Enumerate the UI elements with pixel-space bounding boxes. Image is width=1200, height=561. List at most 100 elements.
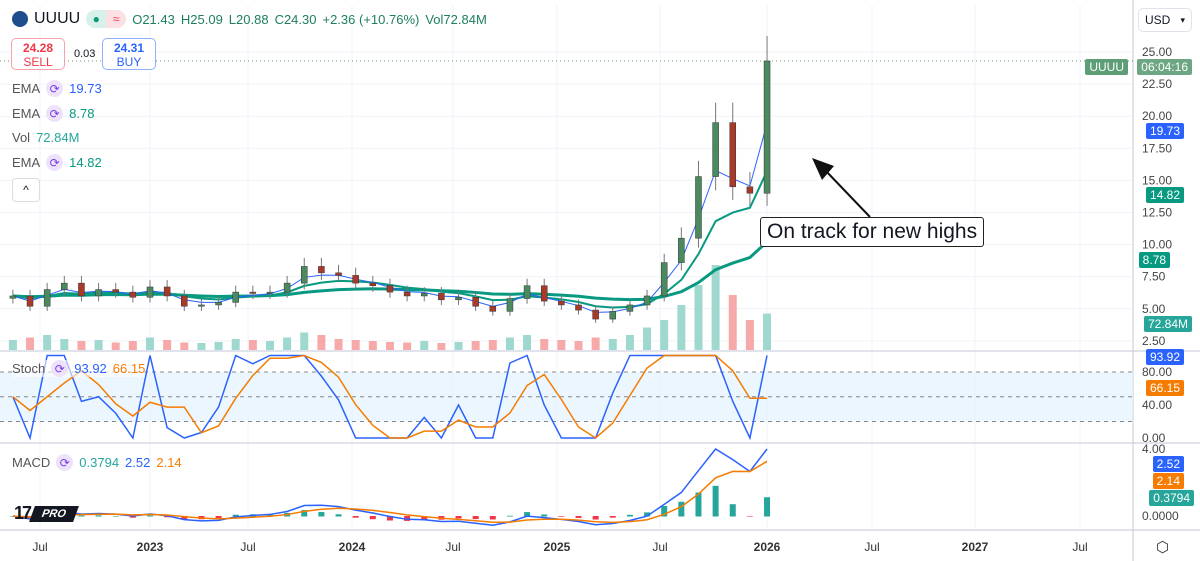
buy-price: 24.31 — [113, 41, 145, 55]
currency-value: USD — [1145, 13, 1171, 27]
stoch-d-tag: 66.15 — [1145, 380, 1184, 396]
price-tick-label: 20.00 — [1142, 109, 1172, 123]
indicator-volume[interactable]: Vol 72.84M — [12, 130, 79, 145]
macd-histogram-bar — [695, 492, 702, 517]
time-axis-label: 2027 — [962, 540, 989, 554]
macd-histogram-bar — [318, 511, 325, 517]
time-axis-label: 2026 — [754, 540, 781, 554]
candle — [678, 227, 685, 271]
volume-bar — [608, 339, 617, 350]
candle-body — [729, 122, 737, 188]
time-axis-label: Jul — [864, 540, 879, 554]
candle — [266, 285, 274, 299]
candle — [215, 296, 222, 310]
price-tick-label: 7.50 — [1142, 270, 1166, 284]
volume-bar — [351, 340, 360, 350]
currency-select[interactable]: USD ▾ — [1138, 8, 1192, 32]
volume-bar — [77, 341, 86, 350]
volume-bar — [317, 335, 326, 350]
macd-histogram-bar — [215, 516, 222, 518]
tradingview-logo[interactable]: 17 PRO — [14, 503, 79, 524]
volume-tag: 72.84M — [1143, 316, 1192, 332]
volume-bar — [111, 342, 120, 350]
candle — [249, 285, 257, 299]
settings-icon[interactable]: ⬡ — [1156, 539, 1170, 556]
macd-histogram-bar — [95, 515, 102, 517]
sell-button[interactable]: 24.28 SELL — [11, 38, 65, 70]
candle — [626, 299, 634, 316]
macd-histogram-bar — [455, 516, 462, 519]
indicator-ema-fast[interactable]: EMA ⟳ 19.73 — [12, 80, 102, 97]
time-axis-label: Jul — [652, 540, 667, 554]
refresh-icon[interactable]: ⟳ — [56, 454, 74, 471]
volume-bar — [128, 341, 137, 350]
volume-bar — [437, 343, 446, 350]
macd-tag: 2.52 — [1152, 456, 1184, 472]
indicator-name: Vol — [12, 130, 31, 145]
time-axis-label: Jul — [445, 540, 460, 554]
macd-histogram-bar — [369, 516, 376, 520]
candle — [198, 299, 205, 311]
stoch-tick-label: 80.00 — [1142, 365, 1172, 379]
volume-bar — [471, 341, 480, 350]
stoch-legend[interactable]: Stoch ⟳ 93.92 66.15 — [12, 360, 146, 377]
volume-bar — [43, 335, 52, 350]
indicator-ema-slow[interactable]: EMA ⟳ 8.78 — [12, 105, 94, 122]
volume-bar — [265, 341, 274, 350]
macd-histogram-bar — [386, 516, 393, 521]
volume-bar — [745, 320, 754, 350]
market-status-pill[interactable]: ● ≈ — [86, 10, 127, 28]
refresh-icon[interactable]: ⟳ — [46, 105, 64, 122]
ema-slow-tag: 8.78 — [1138, 252, 1170, 268]
volume-bar — [214, 342, 223, 350]
candle-body — [660, 262, 668, 297]
symbol-name[interactable]: UUUU — [34, 10, 81, 27]
candle-body — [352, 275, 359, 284]
candle — [592, 305, 599, 323]
candle — [369, 275, 377, 292]
refresh-icon[interactable]: ⟳ — [51, 360, 69, 377]
candle-body — [78, 282, 85, 297]
volume-bar — [420, 341, 429, 350]
candle-body — [626, 304, 634, 312]
candle — [643, 289, 651, 310]
ohlc-high: H25.09 — [180, 11, 223, 27]
candle — [712, 102, 719, 191]
collapse-legend-button[interactable]: ^ — [12, 178, 40, 202]
candle — [318, 257, 325, 280]
refresh-icon[interactable]: ⟳ — [46, 80, 64, 97]
candle — [420, 287, 428, 302]
indicator-ema-mid[interactable]: EMA ⟳ 14.82 — [12, 154, 102, 171]
candle — [386, 278, 394, 298]
volume-bar — [454, 342, 463, 350]
candle-body — [575, 304, 582, 311]
macd-histogram-bar — [112, 515, 119, 517]
macd-legend[interactable]: MACD ⟳ 0.3794 2.52 2.14 — [12, 454, 182, 471]
volume-bar — [523, 335, 532, 350]
macd-histogram-bar — [266, 514, 273, 517]
volume-bar — [694, 285, 703, 350]
candle — [232, 285, 239, 308]
refresh-icon[interactable]: ⟳ — [46, 154, 64, 171]
buy-button[interactable]: 24.31 BUY — [102, 38, 156, 70]
sell-label: SELL — [23, 55, 53, 69]
volume-bar — [677, 305, 686, 350]
volume-bar — [711, 265, 720, 350]
candle-body — [609, 311, 617, 320]
annotation-callout[interactable]: On track for new highs — [760, 217, 985, 247]
candle — [575, 299, 582, 315]
tv-logo-mark: 17 — [14, 503, 32, 523]
candle-body — [249, 291, 257, 294]
volume-bar — [26, 337, 35, 350]
macd-histogram-bar — [729, 504, 736, 517]
price-tick-label: 22.50 — [1142, 77, 1172, 91]
candle — [129, 285, 137, 303]
macd-tick-label: 0.0000 — [1142, 509, 1179, 523]
ohlc-close: C24.30 — [274, 11, 317, 27]
buy-label: BUY — [116, 55, 142, 69]
candle — [301, 257, 308, 290]
indicator-name: EMA — [12, 106, 41, 121]
candle — [112, 282, 119, 298]
candle — [163, 280, 171, 302]
